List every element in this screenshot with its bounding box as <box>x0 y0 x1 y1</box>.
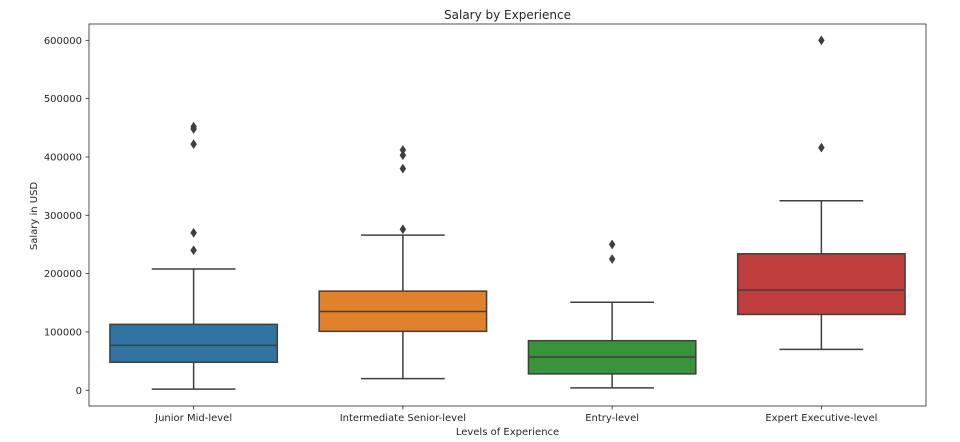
outlier-point <box>399 145 407 155</box>
outlier-point <box>190 121 197 132</box>
box-group <box>527 239 697 389</box>
y-tick-label: 400000 <box>44 152 82 163</box>
box-iqr <box>736 253 906 316</box>
y-axis-title: Salary in USD <box>29 182 40 251</box>
box-group <box>736 35 906 351</box>
outlier-point <box>399 150 407 161</box>
chart-title: Salary by Experience <box>444 8 571 22</box>
box-group <box>318 145 488 380</box>
outlier-point <box>399 163 407 174</box>
y-axis: 0 100000 200000 300000 400000 500000 600000 <box>44 36 89 397</box>
outlier-point <box>190 245 197 256</box>
x-axis: Junior Mid-level Intermediate Senior-leve… <box>154 406 877 424</box>
outlier-point <box>608 239 616 250</box>
y-tick-label: 500000 <box>44 94 82 105</box>
x-tick-label: Entry-level <box>585 413 639 424</box>
x-tick-label: Junior Mid-level <box>154 413 232 424</box>
boxes <box>109 35 906 390</box>
x-axis-title: Levels of Experience <box>456 427 559 438</box>
outlier-point <box>818 142 825 153</box>
outlier-point <box>190 227 197 238</box>
x-tick-label: Intermediate Senior-level <box>340 413 466 424</box>
outlier-point <box>818 35 825 46</box>
outlier-point <box>608 254 616 264</box>
y-tick-label: 100000 <box>44 327 82 338</box>
x-tick-label: Expert Executive-level <box>765 413 877 424</box>
outlier-point <box>399 224 407 235</box>
y-tick-label: 200000 <box>44 269 82 280</box>
outlier-point <box>190 139 197 150</box>
box-iqr <box>109 323 279 364</box>
box-group <box>109 121 279 390</box>
y-tick-label: 0 <box>76 386 82 397</box>
y-tick-label: 600000 <box>44 36 82 47</box>
y-tick-label: 300000 <box>44 211 82 222</box>
